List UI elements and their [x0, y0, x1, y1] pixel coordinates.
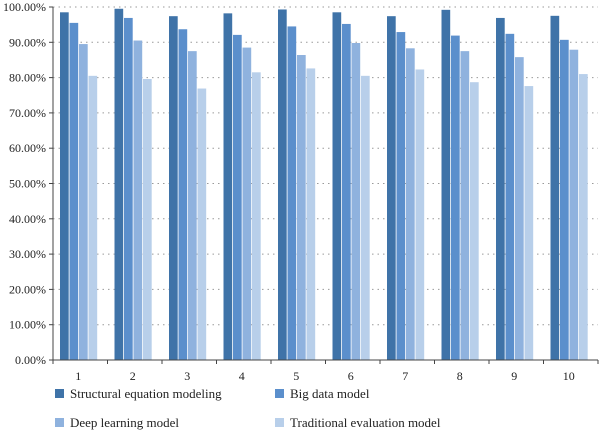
bar — [460, 51, 470, 361]
bar — [496, 17, 505, 360]
bar — [278, 9, 287, 360]
bar — [114, 8, 124, 360]
x-tick-label: 3 — [184, 369, 190, 383]
bar — [332, 12, 342, 361]
y-tick-label: 0.00% — [15, 353, 46, 367]
y-tick-label: 10.00% — [9, 318, 46, 332]
legend-label: Big data model — [290, 386, 370, 401]
bar — [342, 23, 351, 360]
y-tick-label: 70.00% — [9, 106, 46, 120]
bar — [287, 26, 297, 360]
legend-label: Deep learning model — [70, 415, 179, 430]
bar — [133, 40, 143, 360]
bar — [169, 16, 178, 361]
bar — [396, 32, 406, 361]
y-tick-label: 50.00% — [9, 177, 46, 191]
y-tick-label: 60.00% — [9, 141, 46, 155]
legend: Structural equation modeling Big data mod… — [55, 386, 441, 430]
legend-label: Structural equation modeling — [70, 386, 222, 401]
legend-swatch — [275, 389, 284, 398]
legend-swatch — [275, 418, 284, 427]
bar — [505, 33, 515, 360]
bar — [143, 79, 152, 360]
x-tick-label: 8 — [457, 369, 463, 383]
legend-label: Traditional evaluation model — [290, 415, 441, 430]
bar — [188, 51, 197, 361]
x-tick-label: 6 — [348, 369, 354, 383]
x-tick-label: 4 — [239, 369, 245, 383]
bar — [233, 34, 242, 360]
bar — [524, 86, 534, 360]
bars — [60, 8, 588, 361]
bar — [242, 47, 252, 361]
y-tick-label: 80.00% — [9, 71, 46, 85]
bar — [451, 35, 460, 361]
legend-swatch — [55, 418, 64, 427]
y-tick-label: 100.00% — [3, 0, 46, 14]
bar — [297, 55, 306, 360]
y-tick-label: 90.00% — [9, 35, 46, 49]
bar — [415, 69, 425, 360]
bar — [252, 72, 261, 360]
x-tick-label: 2 — [130, 369, 136, 383]
x-tick-label: 1 — [75, 369, 81, 383]
bar — [88, 75, 98, 360]
x-axis-ticks: 1 2 3 4 5 6 7 8 9 10 — [52, 360, 599, 383]
y-tick-label: 20.00% — [9, 282, 46, 296]
bar — [515, 57, 524, 360]
axes — [52, 7, 598, 361]
bar — [124, 17, 133, 360]
bar — [361, 75, 370, 360]
bar — [79, 44, 88, 361]
bar — [387, 16, 396, 361]
x-tick-label: 5 — [293, 369, 299, 383]
bar — [197, 88, 207, 360]
y-tick-label: 40.00% — [9, 212, 46, 226]
bar — [441, 9, 451, 360]
y-axis-ticks: 0.00% 10.00% 20.00% 30.00% 40.00% 50.00% 60.00… — [3, 0, 53, 367]
x-tick-label: 7 — [402, 369, 408, 383]
x-tick-label: 10 — [563, 369, 575, 383]
bar — [178, 29, 188, 361]
bar — [470, 82, 479, 360]
bar — [306, 68, 316, 361]
bar — [550, 15, 560, 360]
bar — [406, 48, 415, 361]
legend-swatch — [55, 389, 64, 398]
bar — [579, 74, 588, 360]
x-tick-label: 9 — [511, 369, 517, 383]
y-tick-label: 30.00% — [9, 247, 46, 261]
bar — [60, 12, 69, 361]
bar — [569, 49, 579, 361]
bar — [223, 13, 233, 360]
bar — [560, 39, 569, 360]
bar — [351, 43, 361, 360]
bar — [69, 22, 79, 360]
